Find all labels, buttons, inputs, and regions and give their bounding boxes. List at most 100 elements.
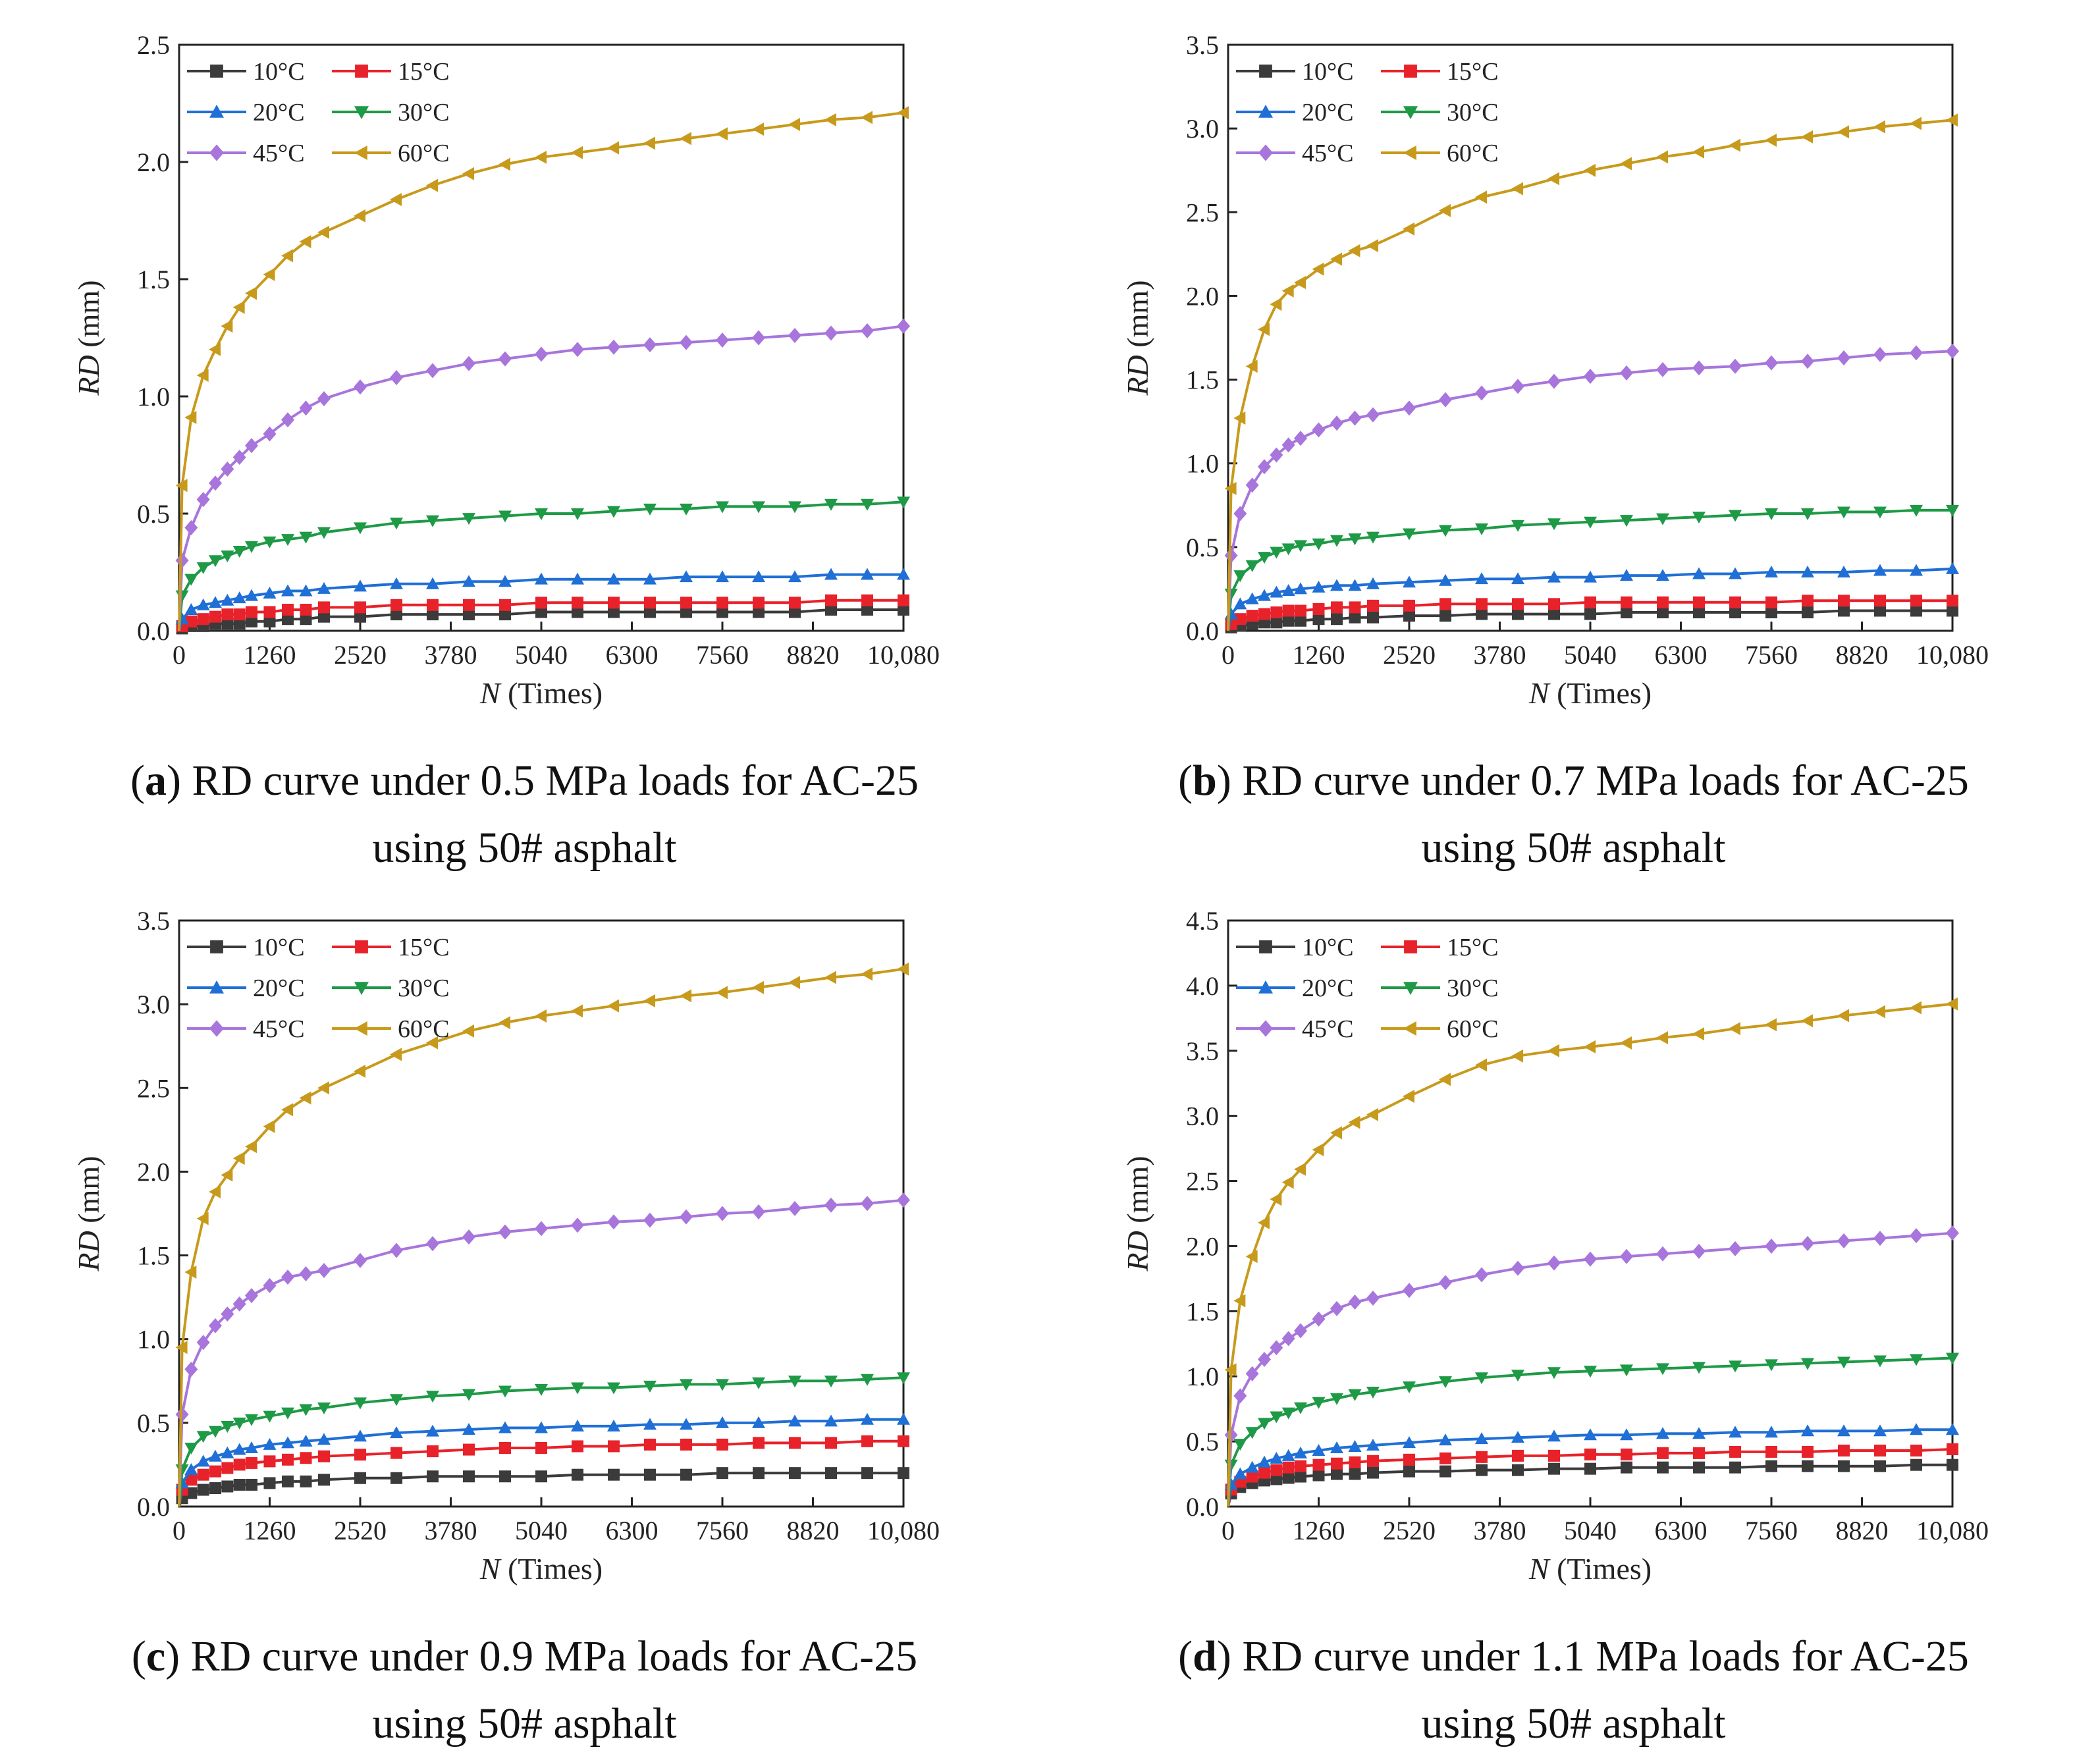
data-point	[607, 999, 619, 1013]
legend-marker	[354, 982, 369, 995]
data-point	[233, 618, 246, 630]
data-point	[572, 1440, 583, 1453]
data-point	[263, 426, 277, 442]
data-point	[1946, 343, 1959, 359]
x-tick-label: 3780	[1474, 1516, 1526, 1545]
data-point	[607, 141, 619, 155]
data-point	[1349, 1456, 1361, 1468]
x-tick-label: 7560	[1745, 1516, 1798, 1545]
data-point	[716, 1379, 729, 1391]
legend-item: 20°C	[187, 975, 305, 1002]
data-point	[535, 1221, 548, 1237]
data-point	[1270, 1473, 1283, 1485]
data-point	[300, 1452, 312, 1464]
data-point	[299, 1266, 313, 1282]
data-point	[1258, 1418, 1271, 1430]
legend-marker	[355, 65, 368, 78]
y-axis-label-symbol: RD	[1121, 355, 1154, 396]
data-point	[1224, 589, 1238, 601]
series-line	[1227, 1231, 1953, 1507]
data-point	[1620, 157, 1632, 171]
data-point	[1331, 1468, 1343, 1480]
y-axis-label-symbol: RD	[72, 1231, 105, 1271]
data-point	[1584, 1366, 1597, 1378]
data-point	[1584, 596, 1596, 608]
legend-label: 45°C	[253, 140, 305, 167]
data-point	[1693, 1461, 1705, 1474]
data-point	[1403, 1436, 1416, 1449]
data-point	[1692, 512, 1706, 524]
series-line	[178, 1439, 903, 1507]
data-point	[1873, 1231, 1887, 1246]
x-tick-label: 7560	[696, 1516, 749, 1545]
data-point	[1366, 239, 1378, 253]
series-20	[1224, 562, 1959, 631]
legend-item: 10°C	[187, 934, 305, 961]
data-point	[752, 501, 765, 514]
caption-b: (b) RD curve under 0.7 MPa loads for AC-…	[1049, 747, 2098, 882]
data-point	[354, 379, 367, 395]
legend: 10°C 15°C 20°C 30°C 45°C 60°C	[1236, 58, 1499, 167]
data-point	[1403, 1465, 1415, 1478]
data-point	[1312, 262, 1324, 276]
data-point	[788, 327, 801, 343]
data-point	[1874, 595, 1886, 607]
data-point	[390, 518, 403, 530]
data-point	[1838, 595, 1850, 607]
data-point	[1294, 1446, 1307, 1458]
data-point	[263, 587, 277, 599]
data-point	[1439, 598, 1451, 610]
data-point	[299, 584, 313, 597]
data-point	[1873, 120, 1885, 134]
data-point	[184, 411, 197, 425]
data-point	[354, 579, 367, 592]
caption-line1: RD curve under 0.9 MPa loads for AC-25	[190, 1632, 918, 1680]
data-point	[1233, 412, 1246, 425]
legend-item: 30°C	[332, 975, 450, 1002]
data-point	[1729, 1022, 1740, 1036]
y-axis-label-unit: (mm)	[72, 280, 105, 355]
chart-panel-a: 0 1260 2520 3780 5040 6300 7560 8820 10,080 0.0 0.…	[0, 0, 1049, 882]
data-point	[1330, 1393, 1343, 1405]
data-point	[1765, 1018, 1777, 1032]
data-point	[824, 568, 838, 580]
data-point	[1910, 604, 1922, 617]
data-point	[1729, 1426, 1742, 1438]
data-point	[209, 475, 222, 491]
x-tick-label: 1260	[1293, 640, 1345, 670]
legend-marker	[1258, 105, 1273, 118]
data-point	[196, 492, 210, 508]
data-point	[789, 606, 801, 618]
data-point	[1729, 510, 1742, 522]
data-point	[535, 346, 548, 362]
data-point	[390, 370, 403, 386]
data-point	[1511, 182, 1523, 196]
data-point	[1330, 1300, 1343, 1316]
data-point	[1294, 1323, 1307, 1339]
x-tick-label: 0	[1222, 640, 1235, 670]
caption-line2: using 50# asphalt	[372, 824, 677, 872]
data-point	[643, 337, 657, 353]
data-point	[281, 1103, 293, 1117]
data-point	[317, 1081, 329, 1095]
data-point	[354, 522, 367, 535]
y-tick-label: 2.5	[1186, 1167, 1219, 1196]
data-point	[1295, 604, 1306, 617]
data-point	[1270, 606, 1283, 619]
caption-d: (d) RD curve under 1.1 MPa loads for AC-…	[1049, 1623, 2098, 1757]
x-tick-label: 0	[173, 1516, 186, 1545]
legend-marker	[1258, 1020, 1273, 1037]
data-point	[861, 111, 873, 124]
plot-frame	[1227, 919, 1954, 1508]
series-line	[1227, 1463, 1952, 1507]
data-point	[861, 323, 874, 338]
data-point	[300, 613, 312, 626]
data-point	[1765, 1460, 1777, 1472]
data-point	[1295, 1460, 1306, 1472]
y-axis-label-symbol: RD	[72, 355, 105, 396]
data-point	[1511, 1370, 1524, 1382]
x-axis-label: N (Times)	[1528, 1552, 1652, 1586]
legend-marker	[1403, 1021, 1416, 1036]
data-point	[426, 1236, 439, 1252]
series-line	[1227, 1448, 1953, 1507]
